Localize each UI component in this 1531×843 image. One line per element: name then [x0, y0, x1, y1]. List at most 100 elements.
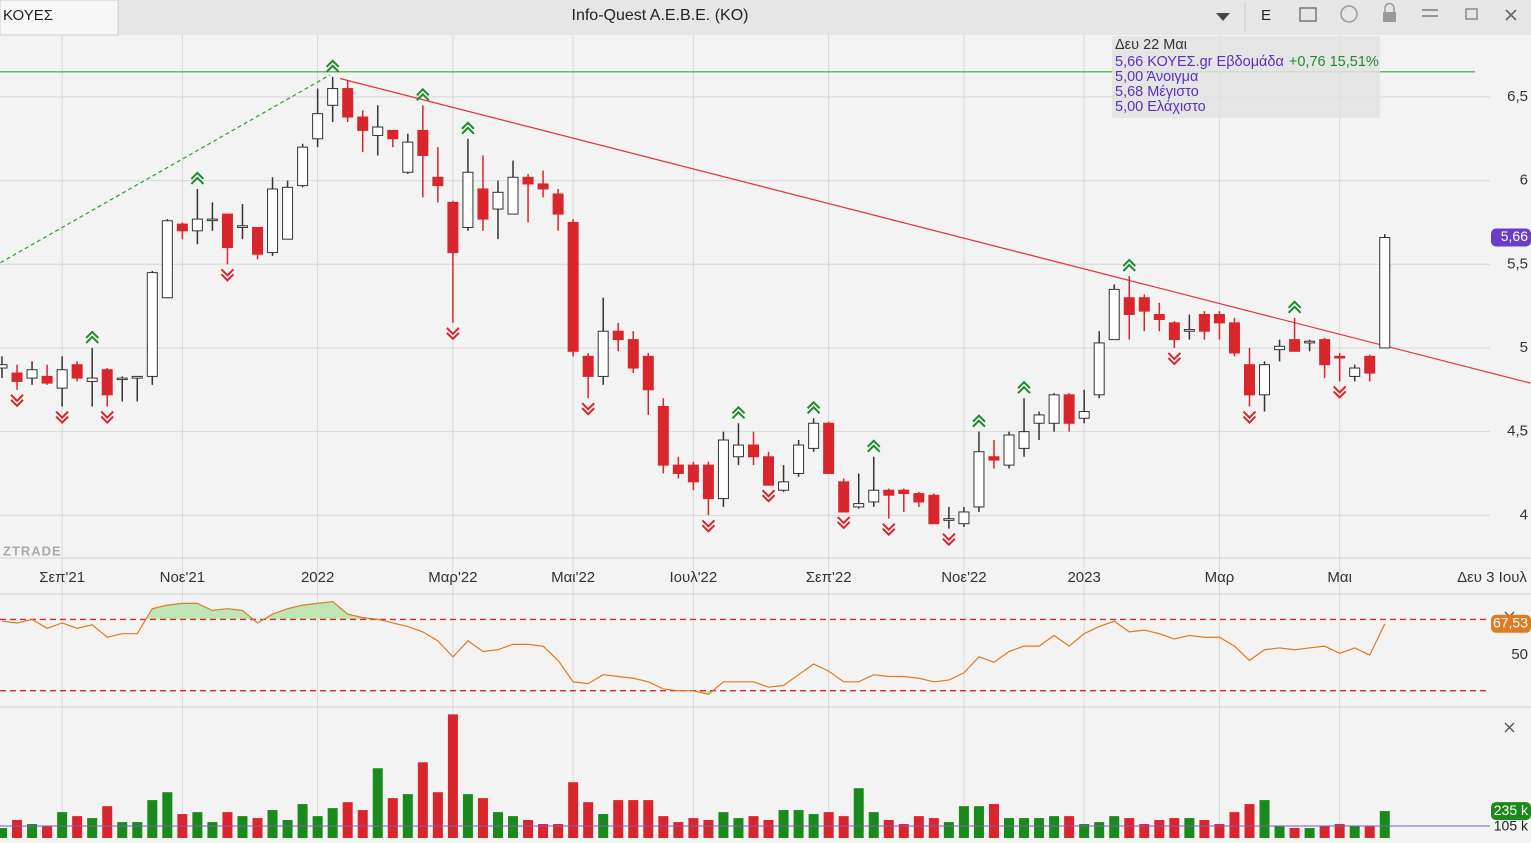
volume-bar — [1274, 826, 1285, 838]
last-price-tag-bg — [1491, 228, 1531, 247]
volume-bar — [1019, 818, 1030, 838]
candle-body — [1289, 339, 1301, 352]
info-low: 5,00 Ελάχιστο — [1115, 99, 1206, 115]
info-high: 5,68 Μέγιστο — [1115, 84, 1199, 100]
up-marker — [325, 59, 340, 73]
candle-body — [56, 369, 68, 389]
candle-body — [1183, 329, 1195, 332]
x-tick-label: Μαι'22 — [551, 569, 595, 586]
candle-body — [958, 511, 970, 525]
candle-body — [1379, 237, 1391, 349]
restore-icon[interactable] — [1465, 8, 1478, 20]
candle-body — [657, 406, 669, 466]
candle-body — [612, 330, 624, 341]
candle-body — [146, 272, 158, 377]
x-tick-label: Μαρ — [1205, 569, 1235, 586]
volume-bar — [42, 826, 53, 838]
x-tick-label: 2022 — [301, 569, 334, 586]
volume-bar — [748, 816, 759, 838]
dropdown-icon[interactable] — [1216, 13, 1230, 21]
volume-bar — [628, 800, 639, 838]
volume-bar — [673, 822, 684, 838]
candle-body — [176, 223, 188, 232]
candle-body — [1198, 313, 1210, 332]
volume-bar — [12, 820, 23, 838]
volume-bar — [988, 804, 999, 838]
y-tick-label: 4 — [1520, 506, 1528, 523]
volume-bar — [793, 810, 804, 838]
candle-body — [1003, 434, 1015, 466]
rsi-tag-bg — [1491, 614, 1531, 633]
volume-bar — [823, 812, 834, 838]
y-tick-label: 50 — [1511, 646, 1528, 663]
candle-body — [853, 503, 865, 508]
candle-body — [462, 171, 474, 228]
y-tick-label: 4,5 — [1507, 423, 1528, 440]
volume-bar — [718, 812, 729, 838]
panel-icon[interactable] — [1299, 7, 1317, 22]
volume-bar — [763, 820, 774, 838]
x-tick-label: 2023 — [1067, 569, 1100, 586]
volume-bar — [868, 812, 879, 838]
candle-body — [41, 375, 53, 384]
volume-bar — [1199, 820, 1210, 838]
x-tick-label: Σεπ'21 — [39, 569, 85, 586]
candle-body — [883, 489, 895, 496]
volume-bar — [733, 818, 744, 838]
exchange-button[interactable]: E — [1261, 7, 1271, 24]
volume-bar — [327, 808, 338, 838]
volume-bar — [703, 820, 714, 838]
volume-bar — [883, 820, 894, 838]
candle-body — [868, 489, 880, 503]
volume-bar — [297, 804, 308, 838]
volume-bar — [162, 792, 173, 838]
up-marker — [867, 439, 881, 453]
menu-icon[interactable] — [1422, 9, 1438, 17]
candle-body — [116, 377, 128, 381]
quote-icon[interactable] — [1340, 5, 1358, 23]
volume-bar — [237, 816, 248, 838]
trendline — [0, 74, 330, 264]
info-open: 5,00 Άνοιγμα — [1115, 69, 1198, 85]
volume-bar — [282, 820, 293, 838]
candle-body — [1364, 355, 1376, 374]
volume-bar — [372, 768, 383, 838]
volume-bar — [462, 794, 473, 838]
candle-body — [1349, 367, 1361, 377]
volume-bar — [898, 824, 909, 838]
candle-body — [537, 183, 549, 190]
volume-bar — [853, 788, 864, 838]
volume-tag-bg — [1491, 802, 1531, 821]
volume-bar — [102, 806, 113, 838]
volume-bar — [27, 824, 38, 838]
close-icon[interactable] — [1505, 9, 1517, 21]
candle-body — [1123, 297, 1135, 315]
candle-body — [1319, 339, 1331, 366]
candle-body — [763, 456, 775, 486]
panel-close[interactable] — [1504, 722, 1515, 733]
down-marker — [701, 519, 716, 533]
watermark: ZTRADE — [3, 543, 62, 558]
candle-body — [642, 355, 654, 391]
candle-body — [552, 193, 564, 215]
volume-bar — [1229, 812, 1240, 838]
down-marker — [1332, 385, 1347, 399]
candle-body — [748, 444, 759, 458]
info-price: 5,66 ΚΟΥΕΣ.gr Εβδομάδα — [1115, 54, 1284, 70]
volume-bar — [1379, 811, 1390, 838]
volume-bar — [192, 812, 203, 838]
last-price-tag: 5,66 — [1501, 228, 1528, 244]
volume-bar — [357, 810, 368, 838]
candle-body — [597, 330, 609, 377]
volume-bar — [87, 818, 98, 838]
y-tick-label: 5 — [1520, 339, 1528, 356]
volume-bar — [1364, 826, 1375, 838]
window-title: Info-Quest A.E.B.E. (KO) — [572, 7, 749, 24]
candle-body — [477, 188, 489, 220]
volume-bar — [342, 802, 353, 838]
y-tick-label: 6,5 — [1507, 88, 1528, 105]
candle-body — [1274, 345, 1286, 351]
symbol-box[interactable] — [0, 0, 119, 36]
candle-body — [522, 176, 534, 185]
lock-icon[interactable] — [1383, 12, 1396, 22]
